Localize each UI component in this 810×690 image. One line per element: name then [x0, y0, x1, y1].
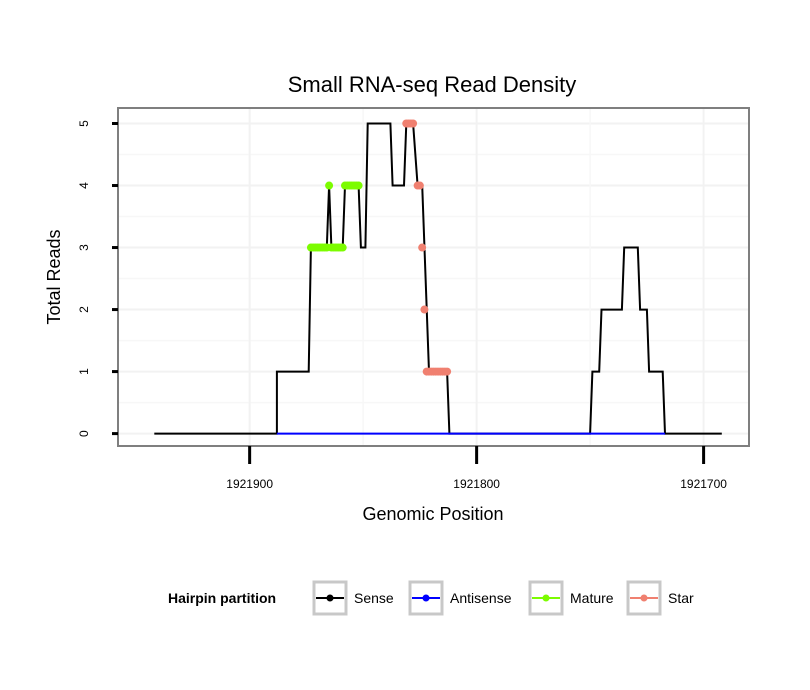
- legend-item-mature: Mature: [528, 580, 614, 616]
- legend-item-antisense: Antisense: [408, 580, 512, 616]
- data-point-star: [415, 181, 424, 190]
- grid-lines: [118, 108, 749, 446]
- y-tick-label: 1: [77, 368, 91, 375]
- x-axis-label: Genomic Position: [362, 504, 503, 524]
- legend: Hairpin partition Sense Antisense Mature St…: [168, 580, 694, 616]
- x-axis: 1921900 1921800 1921700: [226, 446, 727, 491]
- plot-panel: [118, 108, 749, 446]
- chart-title: Small RNA-seq Read Density: [288, 72, 577, 97]
- legend-dot-antisense: [422, 594, 430, 602]
- x-tick-label: 1921700: [680, 477, 727, 491]
- y-tick-label: 2: [77, 306, 91, 313]
- series-layer: [154, 119, 722, 435]
- plot-border: [117, 107, 750, 447]
- y-tick-label: 3: [77, 244, 91, 251]
- legend-dot-mature: [542, 594, 550, 602]
- legend-label-mature: Mature: [570, 590, 614, 606]
- legend-label-antisense: Antisense: [450, 590, 512, 606]
- data-point-star: [409, 119, 418, 128]
- x-tick-label: 1921900: [226, 477, 273, 491]
- legend-label-sense: Sense: [354, 590, 394, 606]
- data-point-mature: [338, 243, 347, 252]
- legend-title: Hairpin partition: [168, 590, 276, 606]
- data-point-mature: [354, 181, 363, 190]
- legend-dot-star: [640, 594, 648, 602]
- y-tick-label: 0: [77, 430, 91, 437]
- data-point-star: [418, 243, 427, 252]
- y-axis-label: Total Reads: [44, 229, 64, 324]
- y-tick-label: 5: [77, 120, 91, 127]
- legend-dot-sense: [326, 594, 334, 602]
- data-point-star: [420, 305, 429, 314]
- legend-item-star: Star: [626, 580, 694, 616]
- y-axis: 0 1 2 3 4 5: [77, 120, 118, 437]
- y-tick-label: 4: [77, 182, 91, 189]
- data-point-mature: [325, 181, 334, 190]
- legend-label-star: Star: [668, 590, 694, 606]
- data-point-star: [443, 367, 452, 376]
- x-tick-label: 1921800: [453, 477, 500, 491]
- legend-item-sense: Sense: [312, 580, 394, 616]
